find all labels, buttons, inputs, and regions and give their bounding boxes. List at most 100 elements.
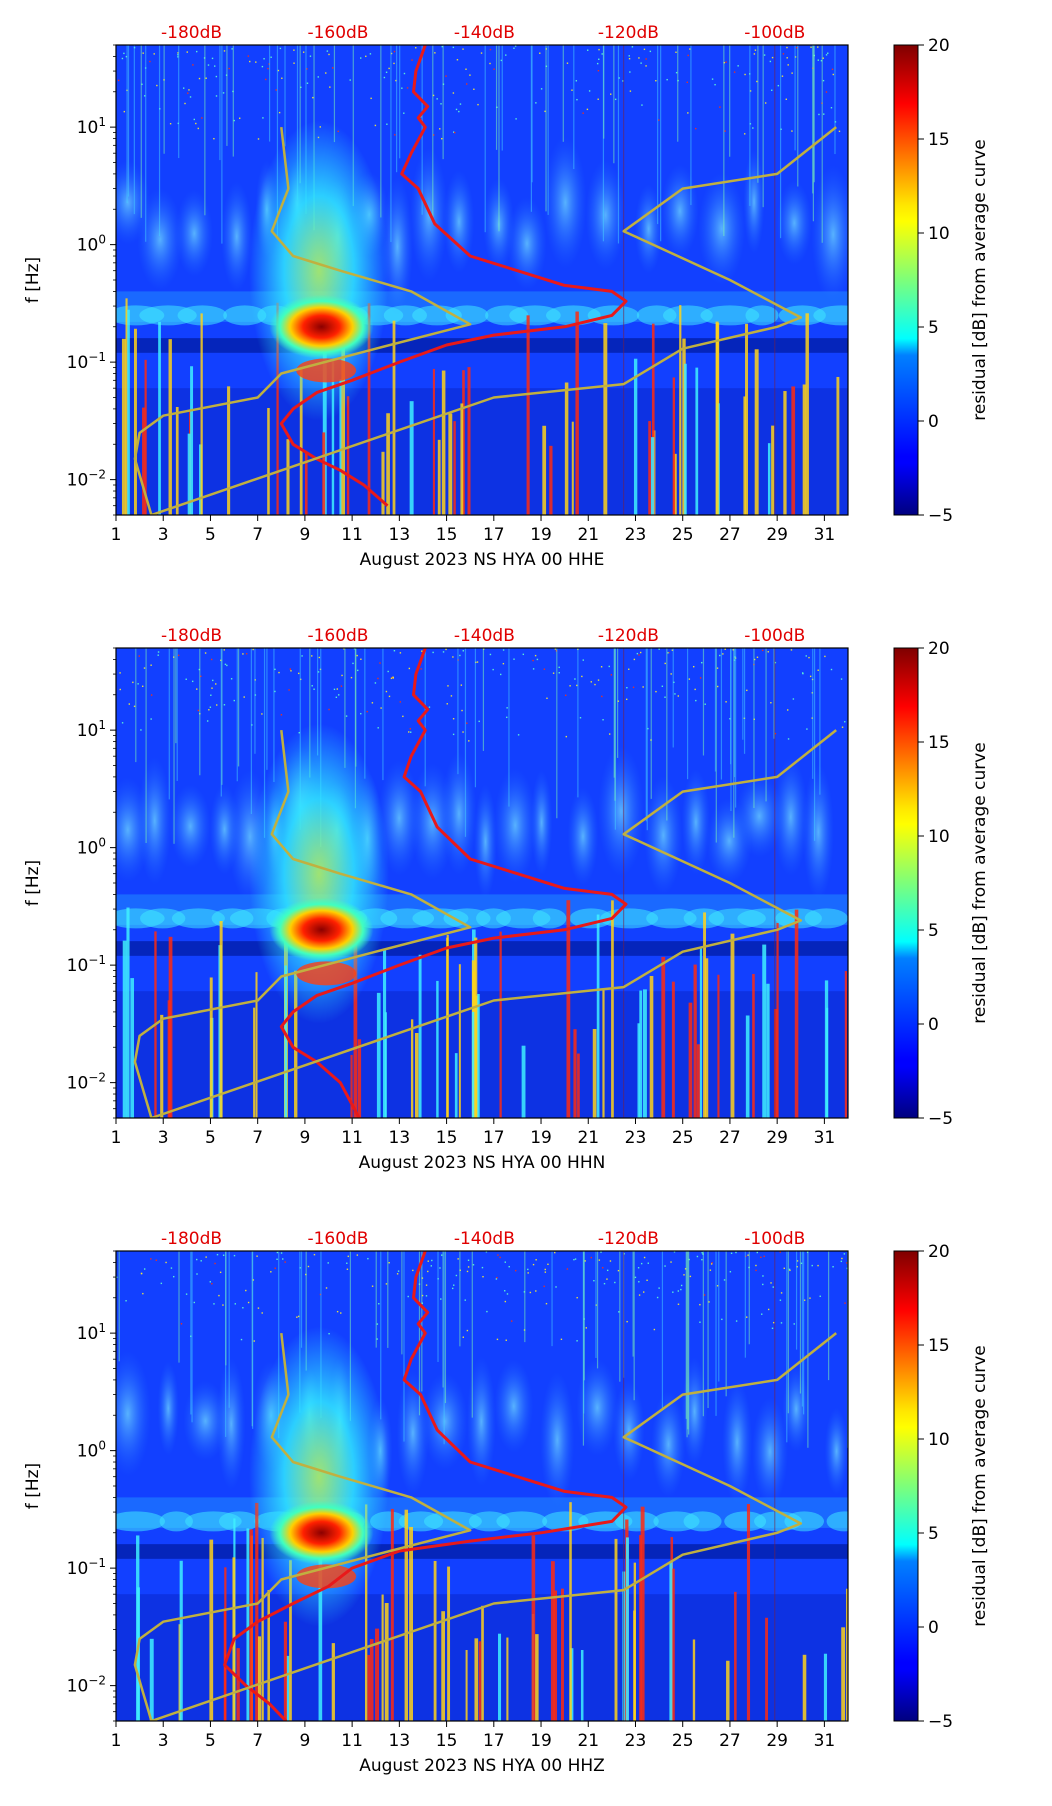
speckle: [116, 1276, 118, 1279]
hf-streak: [603, 45, 605, 139]
event-spike: [441, 370, 446, 515]
top-db-label: -140dB: [454, 1229, 515, 1249]
plume: [773, 757, 808, 877]
speckle: [752, 127, 754, 129]
hf-streak: [135, 648, 137, 763]
event-spike: [773, 1008, 778, 1118]
hf-streak: [375, 1251, 377, 1348]
speckle: [284, 1261, 286, 1263]
plume: [585, 159, 626, 271]
speckle: [632, 686, 635, 689]
event-spike: [375, 1628, 380, 1721]
hf-streak: [471, 1251, 473, 1418]
speckle: [631, 46, 634, 48]
speckle: [302, 51, 305, 53]
event-spike: [364, 1504, 368, 1721]
x-tick-label: 27: [719, 1731, 741, 1751]
speckle: [687, 112, 689, 114]
event-spike: [299, 367, 303, 515]
speckle: [820, 60, 823, 62]
speckle: [307, 1265, 310, 1268]
band-blob: [683, 1511, 722, 1532]
event-spike: [526, 315, 530, 515]
hf-streak: [403, 1251, 405, 1442]
hf-streak: [573, 45, 575, 170]
speckle: [770, 702, 772, 704]
speckle: [243, 696, 245, 698]
event-spike: [390, 1508, 394, 1721]
band-blob: [826, 1511, 848, 1532]
storm-peak: [269, 1500, 374, 1565]
speckle: [392, 677, 394, 679]
hf-streak: [300, 1251, 303, 1348]
speckle: [602, 1266, 604, 1269]
speckle: [347, 1255, 349, 1258]
hf-streak: [316, 648, 319, 756]
event-spike: [776, 922, 779, 1118]
hf-streak: [725, 1251, 727, 1397]
event-spike: [418, 954, 422, 1118]
speckle: [756, 656, 759, 658]
speckle: [208, 709, 210, 711]
speckle: [371, 1285, 374, 1287]
band-blob: [532, 908, 567, 929]
hf-streak: [145, 648, 147, 843]
hf-streak: [364, 648, 366, 779]
speckle: [576, 1296, 578, 1299]
event-spike: [122, 940, 127, 1118]
event-spike: [794, 909, 799, 1118]
speckle: [451, 1287, 454, 1290]
event-spike: [549, 445, 553, 515]
y-tick-label: 10−1: [67, 350, 106, 373]
speckle: [730, 1252, 733, 1254]
speckle: [371, 702, 374, 704]
speckle: [641, 104, 643, 106]
speckle: [574, 1258, 577, 1260]
speckle: [481, 1266, 484, 1269]
event-spike: [746, 1504, 751, 1721]
speckle: [680, 1288, 682, 1291]
speckle: [249, 60, 251, 63]
speckle: [450, 695, 453, 697]
speckle: [791, 72, 793, 74]
event-spike: [467, 367, 471, 515]
hf-streak: [219, 45, 221, 161]
speckle: [719, 106, 721, 108]
x-tick-label: 1: [111, 1128, 122, 1148]
speckle: [177, 52, 179, 54]
hf-streak: [175, 648, 177, 744]
event-spike: [460, 403, 464, 515]
hf-streak: [685, 1251, 687, 1419]
x-tick-label: 29: [766, 1128, 788, 1148]
hf-streak: [457, 648, 459, 775]
speckle: [462, 48, 464, 50]
event-spike: [341, 340, 346, 515]
speckle: [725, 61, 727, 63]
speckle: [638, 1294, 641, 1296]
top-db-label: -120dB: [598, 1229, 659, 1249]
hf-streak: [633, 1251, 635, 1401]
speckle: [408, 667, 411, 670]
speckle: [636, 652, 639, 655]
speckle: [545, 1302, 548, 1305]
event-spike: [614, 1538, 618, 1721]
event-spike: [566, 900, 571, 1118]
speckle: [787, 709, 789, 711]
event-spike: [339, 379, 342, 515]
reference-curve-line: [133, 1332, 837, 1721]
speckle: [376, 1338, 378, 1340]
speckle: [252, 648, 254, 651]
speckle: [177, 654, 180, 657]
speckle: [346, 1262, 348, 1264]
event-spike: [633, 1562, 637, 1721]
band-blob: [159, 1511, 193, 1532]
speckle: [527, 1272, 529, 1274]
band-blob: [614, 1511, 659, 1532]
plume: [138, 756, 172, 885]
top-db-label: -140dB: [454, 23, 515, 43]
event-spike: [639, 990, 643, 1118]
plume: [157, 1361, 179, 1456]
colorbar-label: residual [dB] from average curve: [970, 139, 990, 420]
event-spike: [499, 931, 502, 1118]
speckle: [119, 672, 121, 674]
